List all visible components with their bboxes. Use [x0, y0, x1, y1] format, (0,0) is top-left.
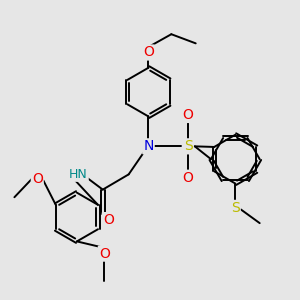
Text: O: O: [103, 213, 114, 227]
Text: S: S: [231, 201, 240, 215]
Text: O: O: [32, 172, 43, 186]
Text: O: O: [183, 108, 194, 122]
Text: HN: HN: [69, 168, 88, 181]
Text: N: N: [143, 139, 154, 153]
Text: O: O: [143, 46, 154, 59]
Text: O: O: [99, 247, 110, 261]
Text: S: S: [184, 139, 193, 153]
Text: O: O: [183, 171, 194, 185]
